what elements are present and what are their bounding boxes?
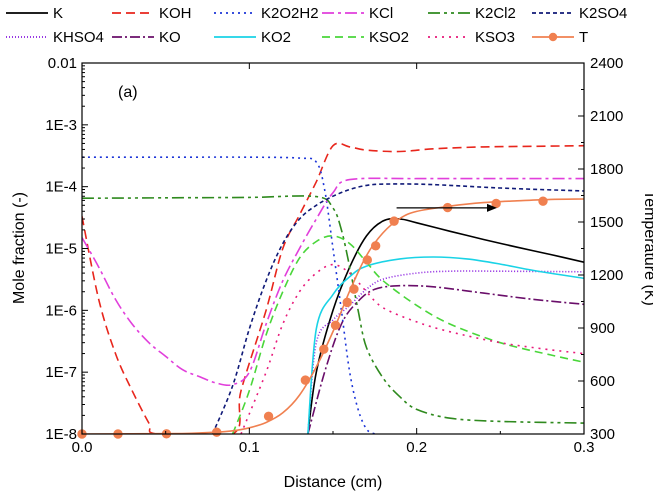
- y-tick-label: 1E-8: [45, 426, 77, 443]
- series-t-marker: [342, 297, 352, 308]
- series-t-marker: [389, 216, 399, 226]
- series-t-marker: [362, 255, 373, 265]
- legend: K KOH K2O2H2 KCl K2Cl2 K2SO4 KHSO4 KO KO2 KSO2 KSO…: [6, 5, 627, 46]
- series-ko2-line: [307, 256, 584, 434]
- legend-label: KCl: [369, 5, 393, 22]
- x-tick-label: 0.1: [239, 439, 260, 456]
- series-t-marker: [538, 196, 548, 206]
- legend-item-khso4: KHSO4: [6, 29, 104, 46]
- series-k2cl2-line: [82, 195, 584, 424]
- legend-item-k2cl2: K2Cl2: [428, 5, 516, 22]
- series-kso3-line: [240, 263, 584, 434]
- legend-label: K2O2H2: [261, 5, 319, 22]
- y2-tick-label: 300: [590, 426, 615, 443]
- y-tick-label: 1E-7: [45, 364, 77, 381]
- series-k2so4-line: [211, 183, 584, 434]
- series-t-marker: [263, 411, 274, 422]
- legend-label: K2Cl2: [475, 5, 516, 22]
- y2-tick-label: 1800: [590, 161, 623, 178]
- series-layer: [82, 142, 584, 434]
- x-axis-title: Distance (cm): [284, 474, 383, 491]
- series-t-line: [82, 198, 584, 434]
- y-tick-label: 0.01: [48, 55, 77, 72]
- series-k2o2h2-line: [82, 156, 376, 434]
- legend-item-koh: KOH: [112, 5, 192, 22]
- y2-axis-title: Temperature (K): [641, 190, 653, 306]
- legend-marker: [548, 32, 558, 42]
- legend-label: KO2: [261, 29, 291, 46]
- legend-label: K2SO4: [579, 5, 627, 22]
- series-kcl-line: [82, 177, 584, 387]
- legend-item-k: K: [6, 5, 63, 22]
- x-tick-label: 0.0: [72, 439, 93, 456]
- series-k-line: [307, 217, 584, 434]
- panel-label: (a): [118, 84, 138, 101]
- y2-tick-label: 2400: [590, 55, 623, 72]
- x-tick-label: 0.2: [406, 439, 427, 456]
- legend-label: KOH: [159, 5, 192, 22]
- y-tick-label: 1E-3: [45, 117, 77, 134]
- legend-label: KO: [159, 29, 181, 46]
- series-ko-line: [307, 284, 584, 434]
- legend-label: T: [579, 29, 588, 46]
- y-tick-label: 1E-4: [45, 179, 77, 196]
- legend-item-t: T: [532, 29, 588, 46]
- y2-tick-label: 600: [590, 373, 615, 390]
- series-t-marker: [349, 284, 359, 294]
- axes: 0.0 0.1 0.2 0.3 1E-8 1E-7 1E-6 1E-5 1E-4 1E-3 0.01…: [45, 55, 623, 456]
- x-tick-label: 0.3: [574, 439, 595, 456]
- y2-tick-label: 1200: [590, 267, 623, 284]
- y-tick-label: 1E-6: [45, 302, 77, 319]
- series-koh-line: [82, 142, 584, 434]
- y-tick-label: 1E-5: [45, 241, 77, 258]
- legend-label: KHSO4: [53, 29, 104, 46]
- legend-item-k2so4: K2SO4: [532, 5, 627, 22]
- y2-tick-label: 2100: [590, 108, 623, 125]
- legend-item-kso3: KSO3: [428, 29, 515, 46]
- series-khso4-line: [307, 270, 584, 434]
- legend-item-kso2: KSO2: [322, 29, 409, 46]
- y2-tick-label: 900: [590, 320, 615, 337]
- legend-label: KSO3: [475, 29, 515, 46]
- series-t-marker: [330, 320, 341, 331]
- y2-tick-label: 1500: [590, 214, 623, 231]
- legend-label: K: [53, 5, 63, 22]
- temperature-axis-arrowhead: [486, 203, 497, 212]
- series-kso2-line: [231, 235, 584, 434]
- legend-item-kcl: KCl: [322, 5, 393, 22]
- legend-item-k2o2h2: K2O2H2: [214, 5, 319, 22]
- series-t-marker: [370, 241, 381, 251]
- legend-item-ko2: KO2: [214, 29, 291, 46]
- y-axis-title: Mole fraction (-): [11, 192, 28, 304]
- series-t-marker: [319, 344, 329, 354]
- legend-label: KSO2: [369, 29, 409, 46]
- series-t-marker: [212, 427, 222, 437]
- series-t-marker: [300, 375, 311, 385]
- legend-item-ko: KO: [112, 29, 181, 46]
